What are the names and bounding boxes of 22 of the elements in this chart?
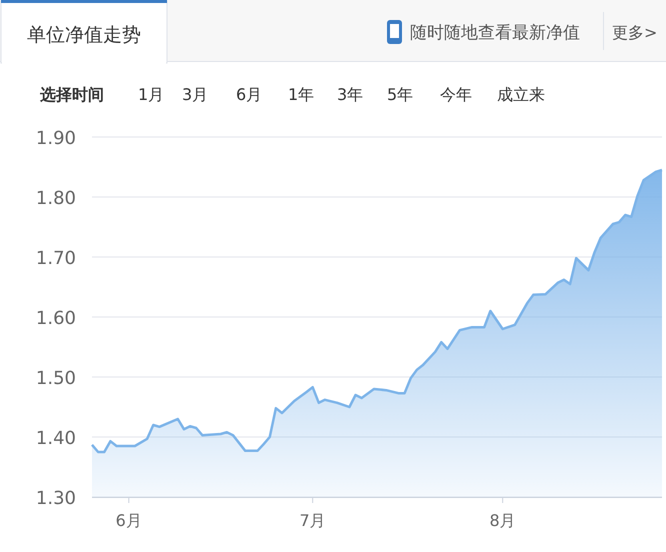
y-tick-label: 1.40	[36, 428, 76, 449]
text: 6月	[236, 85, 262, 104]
text: 成立来	[497, 85, 545, 104]
text: 更多>	[612, 23, 658, 42]
text: 今年	[440, 85, 472, 104]
text: 5年	[387, 85, 414, 104]
chart-title: 单位净值走势	[27, 24, 141, 46]
text: 1年	[288, 85, 314, 104]
x-tick-label: 8月	[490, 511, 516, 530]
x-tick-label: 7月	[300, 511, 326, 530]
text: 3月	[182, 85, 208, 104]
text: 3年	[337, 85, 364, 104]
text: 随时随地查看最新净值	[410, 23, 580, 43]
y-tick-label: 1.60	[36, 308, 76, 329]
y-tick-label: 1.50	[36, 368, 76, 389]
y-tick-label: 1.80	[36, 188, 76, 209]
text: 选择时间	[39, 85, 104, 104]
text: 1月	[138, 85, 164, 104]
y-tick-label: 1.70	[36, 248, 76, 269]
y-tick-label: 1.30	[36, 488, 76, 509]
x-tick-label: 6月	[116, 511, 142, 530]
y-tick-label: 1.90	[36, 128, 76, 149]
